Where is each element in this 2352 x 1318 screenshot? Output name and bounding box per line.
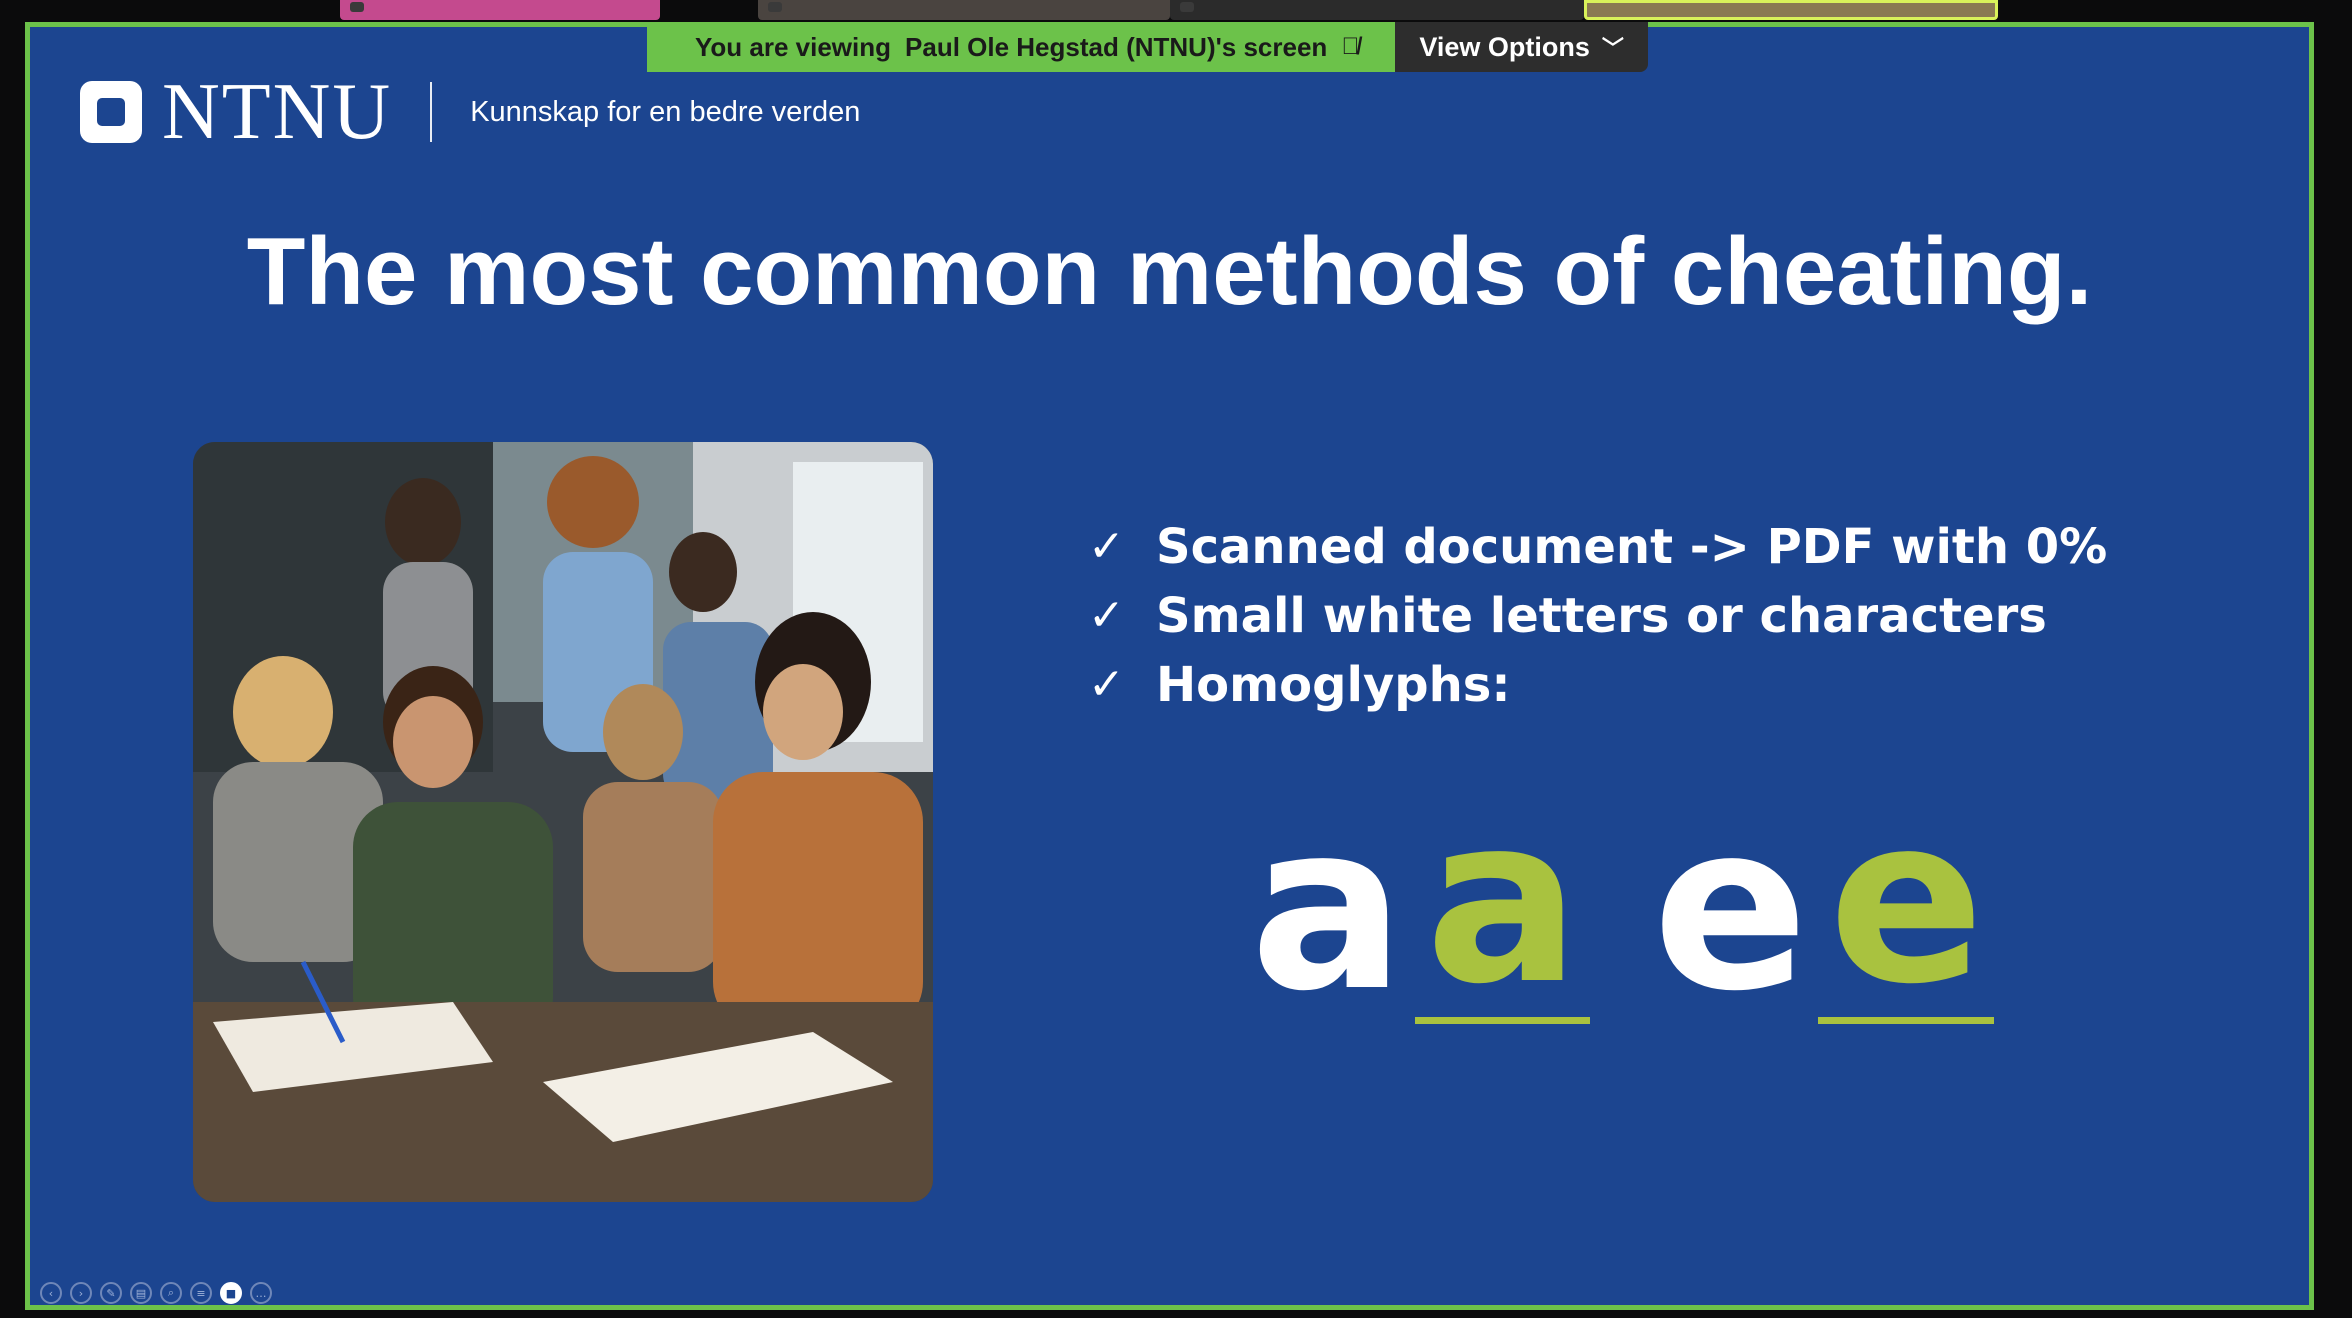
more-icon[interactable]: …: [250, 1282, 272, 1304]
subtitles-icon[interactable]: ≡: [190, 1282, 212, 1304]
logo-divider: [430, 82, 433, 142]
next-icon[interactable]: ›: [70, 1282, 92, 1304]
mic-muted-icon: 🎙̸: [1341, 33, 1360, 60]
slides-icon[interactable]: ▤: [130, 1282, 152, 1304]
glyph-homoglyph-e: e: [1818, 787, 1995, 1024]
ntnu-logo-mark: [80, 81, 142, 143]
prev-icon[interactable]: ‹: [40, 1282, 62, 1304]
view-options-button[interactable]: View Options ﹀: [1395, 22, 1648, 72]
zoom-icon[interactable]: ⌕: [160, 1282, 182, 1304]
bullet-text: Homoglyphs:: [1156, 656, 1511, 713]
homoglyph-examples: a a e e: [1240, 775, 1995, 1042]
checkmark-icon: ✓: [1088, 659, 1125, 710]
camera-icon[interactable]: ■: [220, 1282, 242, 1304]
view-options-label: View Options: [1419, 31, 1590, 62]
shared-screen: NTNU Kunnskap for en bedre verden The mo…: [25, 22, 2314, 1310]
presenter-toolbar: ‹ › ✎ ▤ ⌕ ≡ ■ …: [40, 1282, 272, 1304]
checkmark-icon: ✓: [1088, 590, 1125, 641]
checkmark-icon: ✓: [1088, 521, 1125, 572]
participant-thumbnail-active[interactable]: [1584, 0, 1998, 20]
participant-strip: [0, 0, 2352, 22]
slide-title: The most common methods of cheating.: [246, 218, 2093, 325]
viewing-banner: You are viewing Paul Ole Hegstad (NTNU)'…: [647, 22, 1648, 72]
viewing-label: You are viewing Paul Ole Hegstad (NTNU)'…: [647, 22, 1396, 72]
participant-thumbnail[interactable]: [758, 0, 1170, 20]
viewing-prefix: You are viewing: [695, 31, 892, 62]
participant-thumbnail[interactable]: [1170, 0, 1584, 20]
presenter-name: Paul Ole Hegstad (NTNU)'s screen: [905, 31, 1328, 62]
list-item: ✓ Scanned document -> PDF with 0%: [1088, 512, 2107, 581]
participant-thumbnail[interactable]: [340, 0, 660, 20]
logo-tagline: Kunnskap for en bedre verden: [470, 95, 861, 128]
ntnu-logo: NTNU Kunnskap for en bedre verden: [80, 72, 860, 152]
glyph-latin-a: a: [1250, 775, 1406, 1042]
chevron-down-icon: ﹀: [1601, 36, 1624, 61]
bullet-text: Small white letters or characters: [1156, 587, 2047, 644]
list-item: ✓ Small white letters or characters: [1088, 581, 2107, 650]
classroom-photo: [193, 442, 933, 1202]
glyph-homoglyph-a: a: [1415, 787, 1591, 1024]
bullet-list: ✓ Scanned document -> PDF with 0% ✓ Small …: [1088, 512, 2107, 719]
bullet-text: Scanned document -> PDF with 0%: [1156, 518, 2108, 575]
pen-icon[interactable]: ✎: [100, 1282, 122, 1304]
glyph-latin-e: e: [1652, 775, 1809, 1042]
list-item: ✓ Homoglyphs:: [1088, 650, 2107, 719]
logo-text: NTNU: [162, 68, 393, 156]
